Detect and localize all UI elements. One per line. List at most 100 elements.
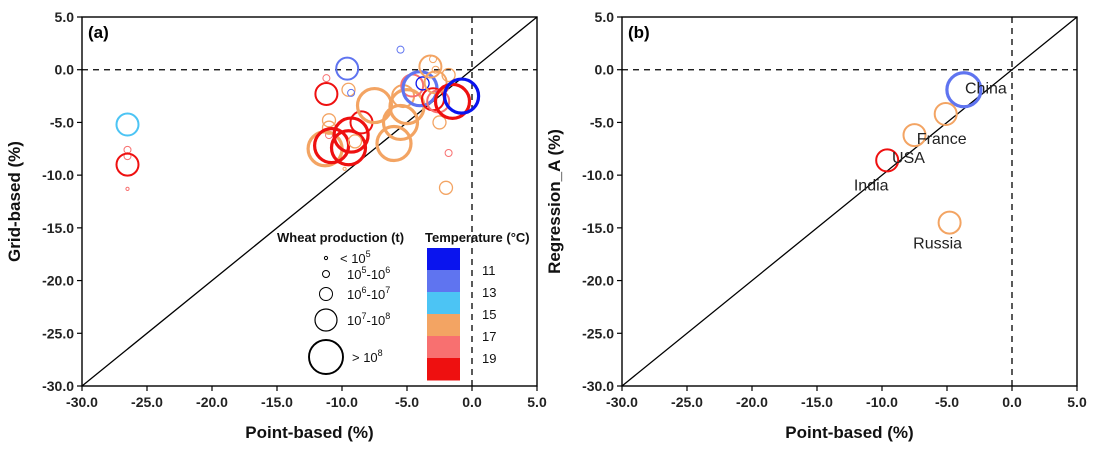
y-axis-title: Regression_A (%) xyxy=(545,129,564,274)
legend-size-label: 106-107 xyxy=(347,285,390,302)
legend-temp-label: 19 xyxy=(482,351,496,366)
y-tick-label: -10.0 xyxy=(42,167,74,183)
legend-size-title: Wheat production (t) xyxy=(277,230,404,245)
legend-size-exp2: 7 xyxy=(385,285,390,295)
legend-temp-title: Temperature (°C) xyxy=(425,230,530,245)
data-point xyxy=(115,152,140,177)
y-tick-label: -20.0 xyxy=(42,273,74,289)
legend-temp-label: 17 xyxy=(482,329,496,344)
y-tick-label: -25.0 xyxy=(582,325,614,341)
legend-size-exp: 7 xyxy=(361,311,366,321)
x-tick-label: -25.0 xyxy=(131,394,163,410)
legend-size-rest: -10 xyxy=(366,313,385,328)
legend-color-band xyxy=(427,358,460,381)
data-point xyxy=(375,124,413,163)
data-point xyxy=(418,54,443,79)
x-axis-title: Point-based (%) xyxy=(245,423,373,442)
y-tick-label: 5.0 xyxy=(595,9,615,25)
data-point xyxy=(432,115,447,130)
legend-color-band xyxy=(427,270,460,293)
y-tick-label: -25.0 xyxy=(42,325,74,341)
data-point xyxy=(438,180,454,195)
x-tick-label: -15.0 xyxy=(801,394,833,410)
y-tick-label: -20.0 xyxy=(582,273,614,289)
identity-line xyxy=(81,16,538,387)
x-tick-label: -30.0 xyxy=(606,394,638,410)
x-tick-label: 5.0 xyxy=(1067,394,1087,410)
point-label-china: China xyxy=(965,81,1007,98)
data-point xyxy=(355,86,394,125)
x-tick-label: -15.0 xyxy=(261,394,293,410)
panel-label: (a) xyxy=(88,23,109,42)
identity-line xyxy=(621,16,1078,387)
point-label-usa: USA xyxy=(892,150,925,167)
data-point xyxy=(937,210,962,235)
y-tick-label: 5.0 xyxy=(55,9,75,25)
data-point xyxy=(443,77,481,115)
data-point xyxy=(902,123,927,148)
legend-size-base: < 10 xyxy=(340,251,366,266)
legend: Wheat production (t) Temperature (°C) < 10… xyxy=(277,230,530,381)
legend-color-band xyxy=(427,314,460,337)
y-tick-label: 0.0 xyxy=(55,62,75,78)
data-point xyxy=(433,82,472,120)
legend-size-label: > 108 xyxy=(352,348,383,365)
x-axis-title: Point-based (%) xyxy=(785,423,913,442)
data-point xyxy=(875,148,900,173)
x-tick-label: -5.0 xyxy=(935,394,959,410)
x-tick-label: -10.0 xyxy=(326,394,358,410)
legend-size-marker xyxy=(314,308,338,332)
data-point xyxy=(945,71,983,109)
legend-size-marker xyxy=(322,270,330,278)
plot-frame xyxy=(81,16,538,387)
data-points xyxy=(875,71,983,235)
y-tick-label: 0.0 xyxy=(595,62,615,78)
data-point xyxy=(329,129,368,167)
legend-size-exp: 5 xyxy=(361,265,366,275)
legend-size-exp2: 8 xyxy=(385,311,390,321)
y-tick-label: -5.0 xyxy=(590,114,614,130)
data-point xyxy=(444,149,453,158)
panel-a: -30.0 -25.0 -20.0 -15.0 -10.0 -5.0 0.0 5.0 -30.0… xyxy=(5,9,547,442)
legend-color-band xyxy=(427,248,460,271)
plot-frame xyxy=(621,16,1078,387)
data-point xyxy=(322,74,331,83)
legend-size-exp2: 6 xyxy=(385,265,390,275)
point-label-russia: Russia xyxy=(913,236,962,253)
data-point xyxy=(431,65,440,74)
point-label-france: France xyxy=(917,131,967,148)
x-tick-label: -5.0 xyxy=(395,394,419,410)
legend-size-label: 105-106 xyxy=(347,265,390,282)
legend-color-band xyxy=(427,336,460,359)
legend-size-marker xyxy=(319,287,333,301)
legend-size-base: 10 xyxy=(347,267,361,282)
data-point xyxy=(429,55,437,64)
legend-size-exp: 5 xyxy=(366,249,371,259)
data-point xyxy=(347,134,363,149)
legend-size-marker xyxy=(308,339,344,375)
y-tick-label: -30.0 xyxy=(582,378,614,394)
x-tick-label: 5.0 xyxy=(527,394,547,410)
point-label-india: India xyxy=(854,177,889,194)
data-point xyxy=(342,166,347,171)
data-point xyxy=(313,127,351,165)
legend-size-rest: -10 xyxy=(366,287,385,302)
data-point xyxy=(423,70,448,95)
data-point xyxy=(381,103,420,142)
legend-size-label: < 105 xyxy=(340,249,371,266)
legend-size-base: > 10 xyxy=(352,350,378,365)
data-point xyxy=(441,67,456,83)
data-point xyxy=(115,112,140,137)
x-tick-label: -30.0 xyxy=(66,394,98,410)
x-tick-label: -10.0 xyxy=(866,394,898,410)
legend-temp-label: 13 xyxy=(482,285,496,300)
legend-size-marker xyxy=(323,255,329,261)
data-point xyxy=(341,82,356,97)
y-tick-label: -10.0 xyxy=(582,167,614,183)
x-tick-label: 0.0 xyxy=(462,394,482,410)
data-point xyxy=(933,101,958,126)
data-point xyxy=(314,81,339,106)
data-point xyxy=(321,113,337,128)
data-point xyxy=(347,88,356,97)
legend-size-exp: 8 xyxy=(378,348,383,358)
